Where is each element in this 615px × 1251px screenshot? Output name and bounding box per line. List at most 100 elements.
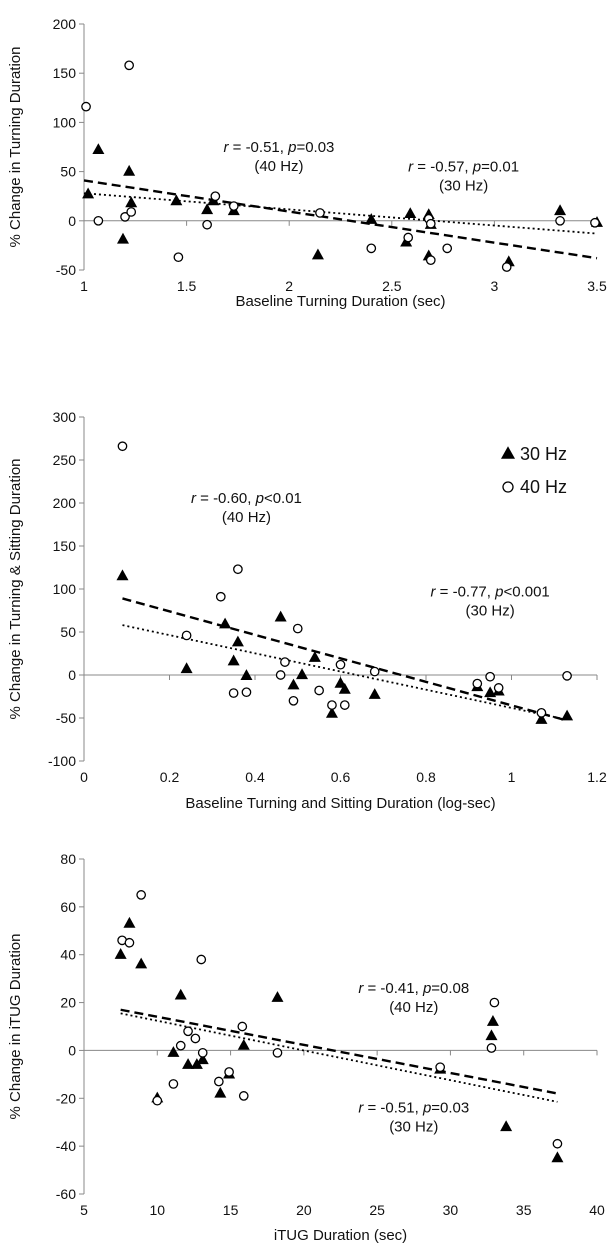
point-30hz — [365, 213, 378, 224]
point-40hz — [136, 890, 147, 900]
point-30hz — [82, 187, 95, 199]
stat-p-symbol: p — [287, 139, 296, 156]
x-tick-label: 1.2 — [587, 769, 607, 785]
point-40hz — [126, 207, 137, 217]
stat-r-value: = -0.51, — [363, 1100, 423, 1117]
x-tick-label: 2.5 — [382, 278, 402, 294]
stat-annotation: r = -0.77, p<0.001 — [430, 584, 549, 601]
point-40hz — [493, 683, 504, 693]
point-30hz — [190, 1058, 203, 1069]
point-30hz — [174, 988, 187, 1000]
point-40hz — [369, 666, 380, 677]
y-tick-label: 250 — [53, 452, 77, 468]
stat-p-value: <0.01 — [264, 490, 302, 507]
point-30hz — [274, 610, 287, 622]
point-30hz — [554, 204, 567, 216]
point-30hz — [201, 203, 214, 215]
y-tick-label: 50 — [60, 624, 76, 640]
y-tick-label: -20 — [56, 1090, 76, 1106]
y-tick-label: 60 — [60, 899, 76, 915]
x-axis-title: iTUG Duration (sec) — [274, 1227, 407, 1244]
x-tick-label: 0 — [80, 769, 88, 785]
stat-annotation-label: (30 Hz) — [389, 1119, 438, 1136]
point-40hz — [190, 1033, 201, 1044]
trendline-40hz — [83, 192, 598, 235]
point-30hz — [486, 1015, 499, 1026]
point-30hz — [167, 1046, 180, 1057]
point-40hz — [213, 1076, 224, 1087]
point-40hz — [224, 1067, 234, 1077]
point-40hz — [403, 232, 414, 243]
point-40hz — [120, 212, 130, 222]
y-tick-label: -50 — [56, 710, 76, 726]
point-30hz — [338, 682, 351, 694]
x-tick-label: 10 — [149, 1202, 165, 1218]
x-tick-label: 3 — [491, 278, 499, 294]
stat-r-value: = -0.60, — [196, 490, 256, 507]
y-tick-label: 200 — [53, 495, 77, 511]
stat-p-symbol: p — [422, 980, 431, 997]
stat-p-symbol: p — [494, 584, 503, 601]
point-40hz — [425, 255, 436, 266]
point-40hz — [442, 243, 453, 254]
point-30hz — [561, 709, 574, 721]
stat-r-symbol: r — [408, 159, 414, 176]
point-30hz — [308, 651, 321, 662]
y-tick-label: 80 — [60, 851, 76, 867]
y-tick-label: 100 — [53, 114, 77, 130]
point-40hz — [237, 1021, 248, 1032]
x-tick-label: 35 — [516, 1202, 532, 1218]
y-axis-title: % Change in iTUG Duration — [7, 934, 24, 1120]
point-40hz — [152, 1095, 163, 1106]
point-40hz — [93, 215, 104, 226]
x-axis-title: Baseline Turning Duration (sec) — [235, 293, 445, 310]
point-40hz — [228, 688, 239, 698]
y-tick-label: 0 — [68, 213, 76, 229]
point-40hz — [315, 208, 325, 218]
stat-r-value: = -0.41, — [363, 980, 423, 997]
stat-r-symbol: r — [191, 490, 197, 507]
point-40hz — [202, 219, 212, 230]
x-tick-label: 1 — [80, 278, 88, 294]
x-tick-label: 1 — [508, 769, 516, 785]
y-tick-label: 50 — [60, 164, 76, 180]
point-40hz — [181, 630, 192, 641]
trendline-30hz — [83, 179, 598, 260]
stat-r-symbol: r — [358, 1100, 364, 1117]
stat-annotation-label: (40 Hz) — [254, 158, 303, 175]
y-tick-label: 300 — [53, 409, 77, 425]
y-tick-label: 150 — [53, 65, 77, 81]
point-40hz — [197, 1047, 208, 1058]
stat-r-symbol: r — [358, 980, 364, 997]
x-tick-label: 3.5 — [587, 278, 607, 294]
point-40hz — [339, 700, 350, 710]
stat-p-value: =0.03 — [431, 1100, 469, 1117]
x-tick-label: 0.6 — [331, 769, 351, 785]
point-40hz — [314, 685, 324, 696]
point-30hz — [551, 1151, 564, 1163]
point-30hz — [116, 569, 129, 581]
point-40hz — [238, 1091, 249, 1101]
stat-r-symbol: r — [223, 139, 229, 156]
legend-marker-30hz — [501, 446, 515, 459]
y-axis-title: % Change in Turning Duration — [7, 47, 24, 248]
point-30hz — [123, 916, 136, 928]
point-40hz — [280, 657, 290, 667]
point-30hz — [485, 1029, 498, 1041]
point-30hz — [500, 1120, 513, 1132]
stat-p-symbol: p — [472, 159, 481, 176]
point-40hz — [366, 243, 377, 254]
stat-r-symbol: r — [430, 584, 436, 601]
stat-annotation: r = -0.51, p=0.03 — [223, 139, 334, 156]
point-40hz — [552, 1138, 563, 1149]
point-40hz — [335, 659, 346, 670]
point-30hz — [240, 669, 253, 680]
point-40hz — [292, 623, 303, 634]
point-40hz — [210, 191, 221, 202]
point-30hz — [182, 1058, 195, 1069]
point-40hz — [489, 997, 500, 1008]
stat-p-value: =0.08 — [431, 980, 469, 997]
x-tick-label: 15 — [223, 1202, 239, 1218]
point-40hz — [536, 707, 547, 718]
